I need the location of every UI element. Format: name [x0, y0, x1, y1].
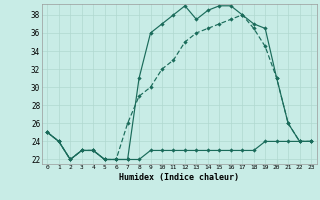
- X-axis label: Humidex (Indice chaleur): Humidex (Indice chaleur): [119, 173, 239, 182]
